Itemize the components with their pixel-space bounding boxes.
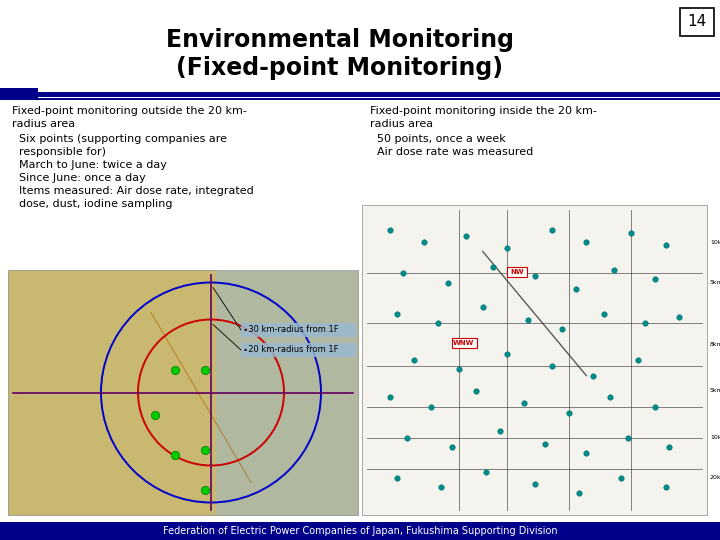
Text: 14: 14 [688,15,706,30]
Text: (Fixed-point Monitoring): (Fixed-point Monitoring) [176,56,503,80]
Text: Six points (supporting companies are: Six points (supporting companies are [12,134,227,144]
Bar [507,267,527,277]
Text: 20km: 20km [710,475,720,480]
Text: 5km: 5km [710,388,720,394]
Text: NW: NW [510,269,523,275]
Text: 50 points, once a week: 50 points, once a week [370,134,505,144]
Bar [0,88,38,100]
Bar [241,343,356,357]
Text: dose, dust, iodine sampling: dose, dust, iodine sampling [12,199,173,209]
Text: 5km: 5km [710,280,720,285]
Text: Air dose rate was measured: Air dose rate was measured [370,147,534,157]
Bar [0,522,720,540]
Text: WNW: WNW [453,340,474,346]
Text: responsible for): responsible for) [12,147,106,157]
Bar [8,270,358,515]
Text: 10km: 10km [710,240,720,245]
Text: Items measured: Air dose rate, integrated: Items measured: Air dose rate, integrate… [12,186,253,196]
Text: Since June: once a day: Since June: once a day [12,173,145,183]
Text: radius area: radius area [12,119,75,129]
Bar [0,92,720,97]
Text: Fixed-point monitoring inside the 20 km-: Fixed-point monitoring inside the 20 km- [370,106,597,116]
Bar [362,205,707,515]
Text: Fixed-point monitoring outside the 20 km-: Fixed-point monitoring outside the 20 km… [12,106,247,116]
Text: radius area: radius area [370,119,433,129]
Text: ∙20 km-radius from 1F: ∙20 km-radius from 1F [243,346,338,354]
Text: March to June: twice a day: March to June: twice a day [12,160,167,170]
Text: 8km: 8km [710,342,720,347]
Text: 10km: 10km [710,435,720,440]
Text: Environmental Monitoring: Environmental Monitoring [166,28,514,52]
Text: ∙30 km-radius from 1F: ∙30 km-radius from 1F [243,326,338,334]
Bar [241,323,356,337]
Bar [451,338,477,348]
Text: Federation of Electric Power Companies of Japan, Fukushima Supporting Division: Federation of Electric Power Companies o… [163,526,557,536]
Bar [680,8,714,36]
Bar [0,98,720,100]
Bar [216,270,358,515]
